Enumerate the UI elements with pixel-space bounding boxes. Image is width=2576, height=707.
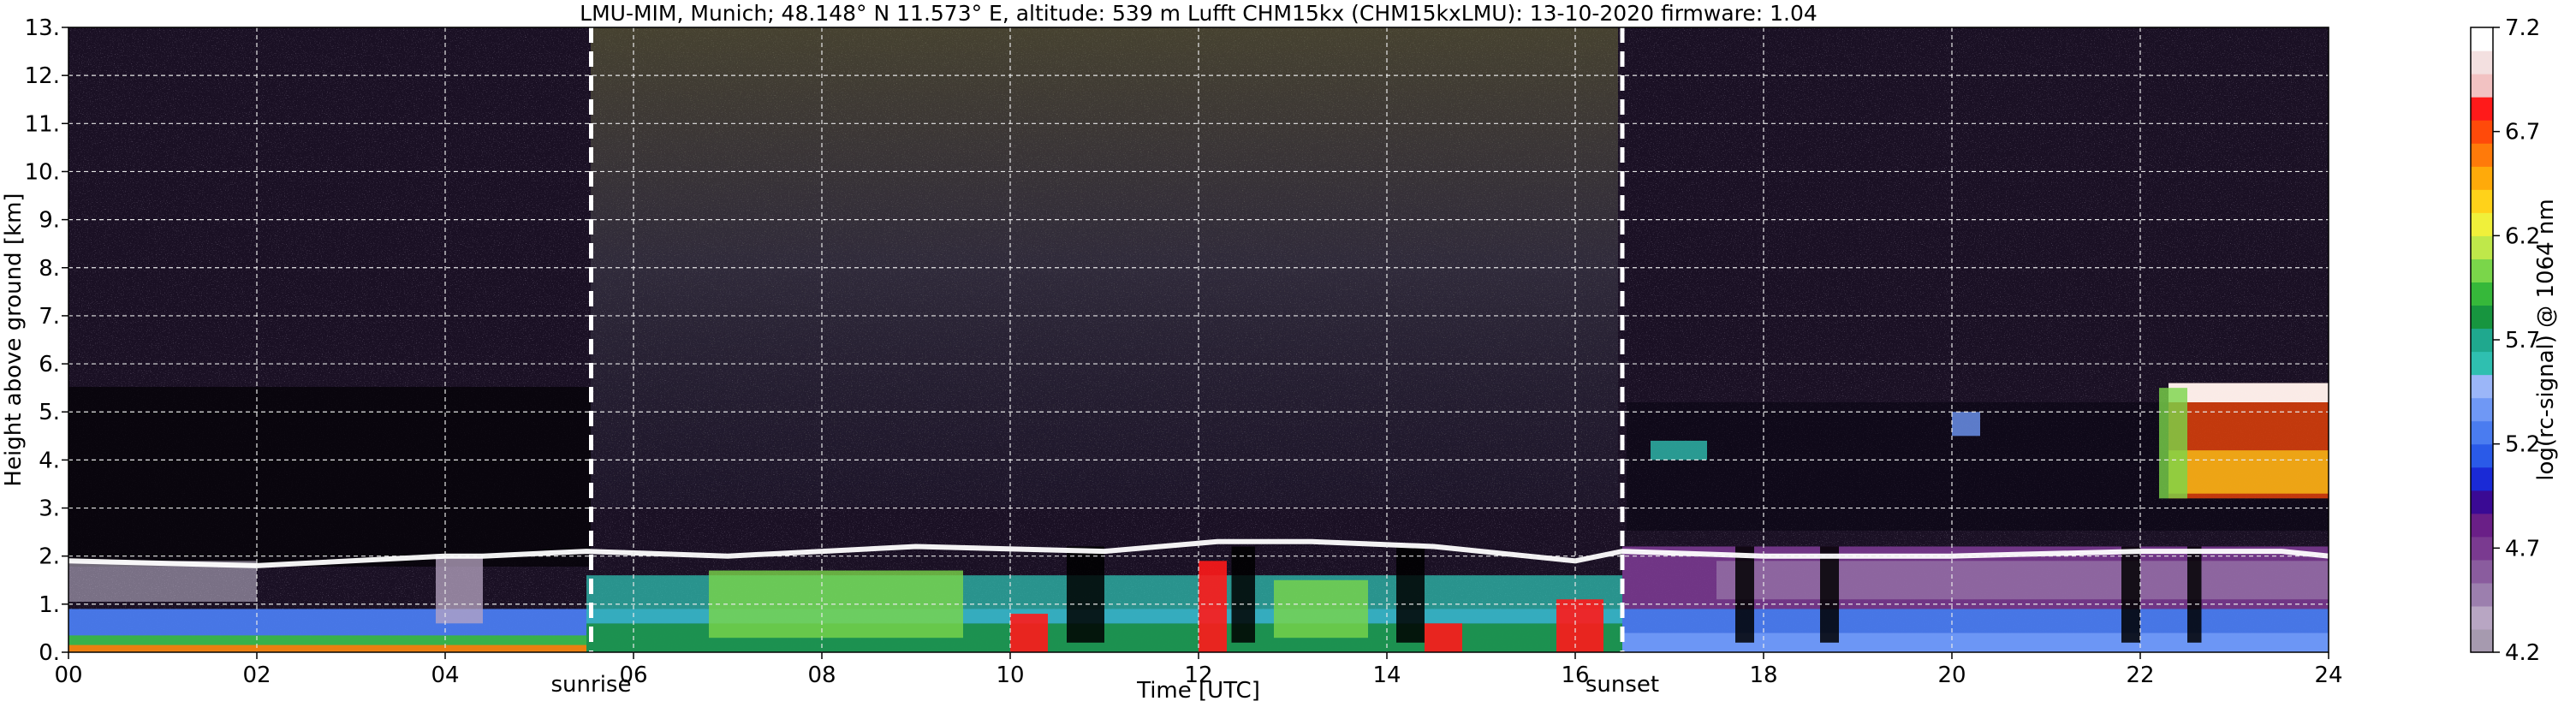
boundary-layer-top xyxy=(68,538,2329,568)
colorbar-tick-label: 5.7 xyxy=(2505,328,2540,354)
y-tick-label: 5. xyxy=(39,400,60,425)
x-tick-label: 04 xyxy=(431,662,459,688)
mixed-layer-green-2 xyxy=(1274,579,1368,639)
colorbar-tick-label: 4.2 xyxy=(2505,640,2540,666)
strong-signal xyxy=(1010,614,1048,652)
y-tick-label: 4. xyxy=(39,448,60,473)
colorbar-segment xyxy=(2471,305,2493,330)
chart-title: LMU-MIM, Munich; 48.148° N 11.573° E, al… xyxy=(580,1,1817,26)
colorbar-segment xyxy=(2471,536,2493,561)
y-tick-label: 6. xyxy=(39,352,60,377)
attenuated-column xyxy=(1396,546,1425,643)
colorbar-segment xyxy=(2471,143,2493,167)
night-layer-column xyxy=(436,556,483,624)
attenuated-column xyxy=(1067,546,1104,643)
colorbar-segment xyxy=(2471,466,2493,491)
x-tick-label: 16 xyxy=(1561,662,1589,688)
strong-signal xyxy=(1556,599,1603,652)
strong-signal xyxy=(1199,561,1227,652)
colorbar-segment xyxy=(2471,212,2493,236)
y-tick-label: 0. xyxy=(39,640,60,666)
x-tick-label: 20 xyxy=(1937,662,1966,688)
colorbar-segment xyxy=(2471,74,2493,98)
x-tick-label: 14 xyxy=(1372,662,1401,688)
y-tick-label: 1. xyxy=(39,592,60,618)
y-tick-label: 2. xyxy=(39,544,60,570)
colorbar-tick-label: 5.2 xyxy=(2505,432,2540,458)
colorbar-segment xyxy=(2471,328,2493,353)
colorbar-segment xyxy=(2471,374,2493,399)
y-tick-label: 11. xyxy=(25,111,60,137)
colorbar-tick-label: 7.2 xyxy=(2505,15,2540,41)
small-cloud-2 xyxy=(1952,412,1980,437)
y-tick-label: 7. xyxy=(39,304,60,330)
attenuated-column xyxy=(2187,546,2202,643)
colorbar-segment xyxy=(2471,628,2493,653)
small-cloud-1 xyxy=(1651,440,1707,460)
colorbar-tick-label: 4.7 xyxy=(2505,536,2540,561)
colorbar-tick-label: 6.2 xyxy=(2505,223,2540,249)
colorbar-segment xyxy=(2471,120,2493,144)
colorbar-segment xyxy=(2471,258,2493,283)
y-axis-label: Height above ground [km] xyxy=(1,193,27,486)
night-layer-early xyxy=(68,561,257,603)
mixed-layer-green-1 xyxy=(709,570,963,639)
strong-signal xyxy=(1425,623,1462,652)
colorbar-segment xyxy=(2471,559,2493,584)
x-tick-label: 22 xyxy=(2126,662,2154,688)
attenuated-column xyxy=(1820,546,1839,643)
x-tick-label: 12 xyxy=(1184,662,1212,688)
colorbar-segment xyxy=(2471,582,2493,607)
colorbar-tick-label: 6.7 xyxy=(2505,120,2540,146)
x-tick-label: 24 xyxy=(2314,662,2342,688)
elevated-aerosol-core xyxy=(2168,450,2329,494)
attenuated-column xyxy=(2121,546,2140,643)
colorbar-segment xyxy=(2471,282,2493,306)
attenuated-column xyxy=(1735,546,1754,643)
event-label-sunrise: sunrise xyxy=(551,672,632,698)
colorbar-segment xyxy=(2471,97,2493,121)
colorbar-label: log(rc-signal) @ 1064 nm xyxy=(2533,199,2559,480)
x-tick-label: 06 xyxy=(619,662,647,688)
colorbar-segment xyxy=(2471,235,2493,259)
x-tick-label: 00 xyxy=(54,662,82,688)
colorbar-segment xyxy=(2471,490,2493,514)
x-tick-label: 02 xyxy=(242,662,271,688)
colorbar-segment xyxy=(2471,605,2493,630)
y-tick-label: 10. xyxy=(25,159,60,185)
y-tick-label: 13. xyxy=(25,15,60,41)
colorbar-segment xyxy=(2471,189,2493,213)
y-tick-label: 3. xyxy=(39,496,60,522)
surface-layer-evening xyxy=(1622,633,2329,652)
colorbar: 4.2 4.7 5.2 5.7 6.2 6.7 7.2 xyxy=(2470,15,2540,666)
elevated-aerosol-top xyxy=(2168,383,2329,402)
y-tick-label: 8. xyxy=(39,256,60,282)
x-tick-label: 10 xyxy=(996,662,1024,688)
y-tick-label: 12. xyxy=(25,63,60,89)
colorbar-segment xyxy=(2471,397,2493,422)
x-tick-label: 18 xyxy=(1749,662,1777,688)
x-axis-label: Time [UTC] xyxy=(1136,678,1260,704)
colorbar-segment xyxy=(2471,50,2493,74)
y-tick-label: 9. xyxy=(39,208,60,234)
colorbar-segment xyxy=(2471,351,2493,376)
colorbar-segment xyxy=(2471,27,2493,51)
residual-layer-light xyxy=(1716,561,2329,600)
event-label-sunset: sunset xyxy=(1585,672,1659,698)
colorbar-segment xyxy=(2471,443,2493,468)
colorbar-segment xyxy=(2471,513,2493,538)
attenuated-column xyxy=(1231,546,1255,643)
colorbar-segment xyxy=(2471,420,2493,445)
surface-layer-night-hot xyxy=(68,645,586,652)
grid-lines xyxy=(68,27,2329,652)
x-tick-label: 08 xyxy=(807,662,836,688)
colorbar-segment xyxy=(2471,166,2493,190)
elevated-aerosol-edge xyxy=(2159,388,2187,499)
